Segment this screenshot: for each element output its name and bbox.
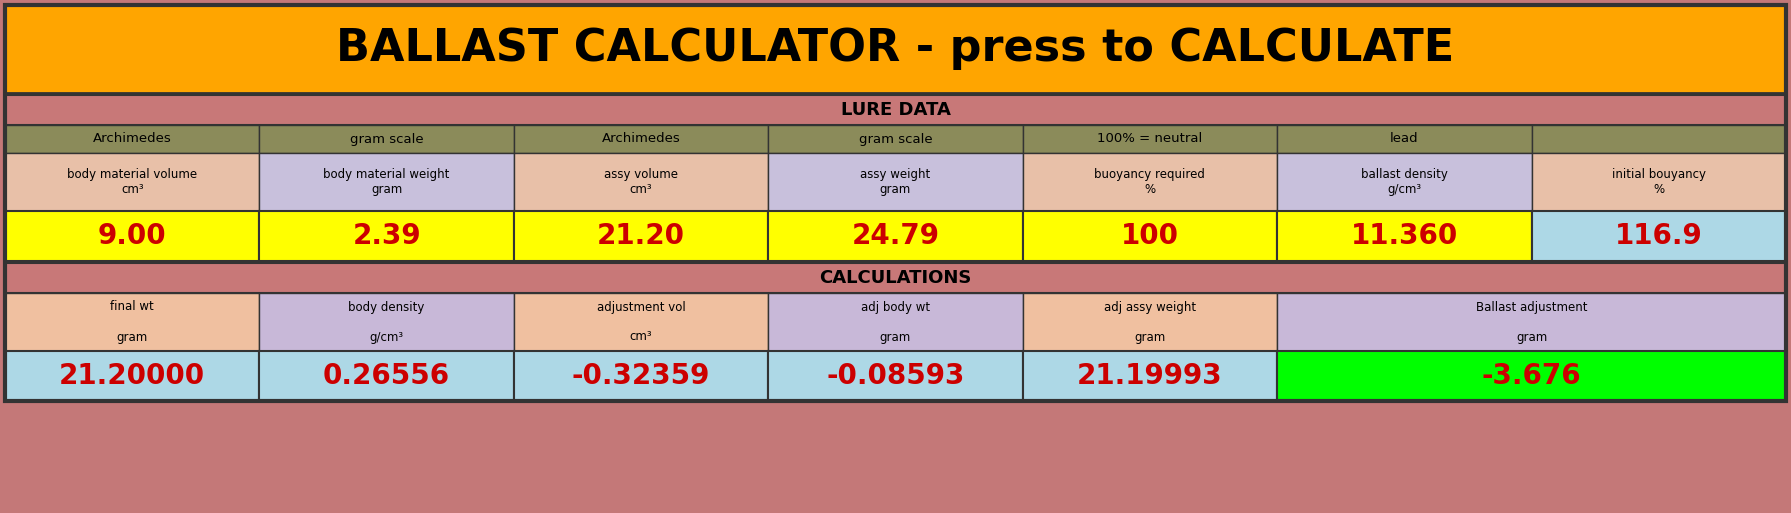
- Text: assy weight
gram: assy weight gram: [860, 168, 931, 196]
- Bar: [768, 293, 1023, 351]
- Text: -0.08593: -0.08593: [826, 362, 965, 390]
- Bar: [514, 125, 768, 153]
- Text: initial bouyancy
%: initial bouyancy %: [1612, 168, 1705, 196]
- Bar: [514, 293, 768, 351]
- Text: 11.360: 11.360: [1350, 222, 1458, 250]
- Text: body density

g/cm³: body density g/cm³: [349, 301, 424, 344]
- Bar: [5, 293, 260, 351]
- Text: lead: lead: [1390, 132, 1418, 146]
- Text: Archimedes: Archimedes: [602, 132, 681, 146]
- Bar: [5, 211, 260, 261]
- Text: LURE DATA: LURE DATA: [840, 101, 951, 119]
- Bar: [1531, 125, 1786, 153]
- Text: Archimedes: Archimedes: [93, 132, 172, 146]
- Text: final wt

gram: final wt gram: [111, 301, 154, 344]
- Text: 21.19993: 21.19993: [1076, 362, 1223, 390]
- Bar: [768, 153, 1023, 211]
- Bar: [260, 125, 514, 153]
- Bar: [1023, 293, 1277, 351]
- Text: 100% = neutral: 100% = neutral: [1098, 132, 1202, 146]
- Bar: [768, 125, 1023, 153]
- Bar: [1023, 211, 1277, 261]
- Text: 116.9: 116.9: [1615, 222, 1703, 250]
- Text: buoyancy required
%: buoyancy required %: [1094, 168, 1205, 196]
- Text: -3.676: -3.676: [1481, 362, 1581, 390]
- Text: CALCULATIONS: CALCULATIONS: [818, 269, 973, 287]
- Bar: [260, 153, 514, 211]
- Text: Ballast adjustment

gram: Ballast adjustment gram: [1476, 301, 1587, 344]
- Bar: [514, 211, 768, 261]
- Text: gram scale: gram scale: [858, 132, 933, 146]
- Text: gram scale: gram scale: [349, 132, 423, 146]
- Text: 0.26556: 0.26556: [322, 362, 450, 390]
- Bar: [260, 211, 514, 261]
- Text: ballast density
g/cm³: ballast density g/cm³: [1361, 168, 1447, 196]
- Text: adjustment vol

cm³: adjustment vol cm³: [596, 301, 686, 344]
- Bar: [768, 351, 1023, 401]
- Text: -0.32359: -0.32359: [571, 362, 711, 390]
- Text: adj body wt

gram: adj body wt gram: [861, 301, 930, 344]
- Text: body material volume
cm³: body material volume cm³: [66, 168, 197, 196]
- Bar: [1531, 211, 1786, 261]
- Bar: [5, 351, 260, 401]
- Text: 21.20000: 21.20000: [59, 362, 206, 390]
- Bar: [1277, 125, 1531, 153]
- Text: 9.00: 9.00: [99, 222, 167, 250]
- Bar: [5, 263, 1786, 293]
- Bar: [514, 351, 768, 401]
- Bar: [1277, 351, 1786, 401]
- Text: assy volume
cm³: assy volume cm³: [604, 168, 679, 196]
- Bar: [768, 211, 1023, 261]
- Bar: [5, 153, 260, 211]
- Bar: [1023, 351, 1277, 401]
- Bar: [260, 293, 514, 351]
- Bar: [1023, 153, 1277, 211]
- Bar: [1023, 125, 1277, 153]
- Text: 2.39: 2.39: [353, 222, 421, 250]
- Text: 100: 100: [1121, 222, 1178, 250]
- Bar: [5, 5, 1786, 93]
- Text: BALLAST CALCULATOR - press to CALCULATE: BALLAST CALCULATOR - press to CALCULATE: [337, 28, 1454, 70]
- Bar: [5, 125, 260, 153]
- Bar: [5, 95, 1786, 125]
- Bar: [1277, 153, 1531, 211]
- Text: adj assy weight

gram: adj assy weight gram: [1103, 301, 1196, 344]
- Text: 21.20: 21.20: [596, 222, 686, 250]
- Bar: [5, 5, 1786, 401]
- Text: body material weight
gram: body material weight gram: [324, 168, 450, 196]
- Bar: [514, 153, 768, 211]
- Bar: [1277, 293, 1786, 351]
- Bar: [1531, 153, 1786, 211]
- Bar: [260, 351, 514, 401]
- Bar: [1277, 211, 1531, 261]
- Text: 24.79: 24.79: [851, 222, 940, 250]
